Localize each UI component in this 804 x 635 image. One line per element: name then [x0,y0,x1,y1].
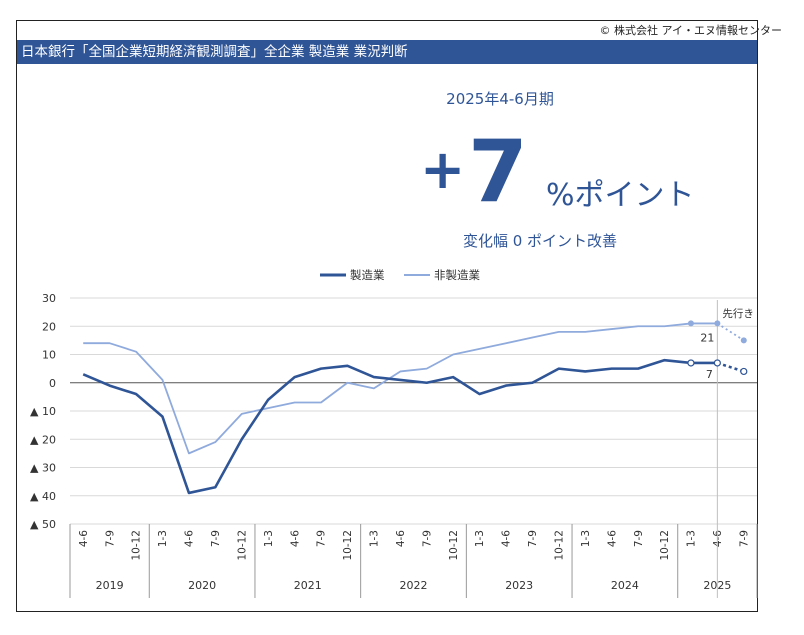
forecast-line [716,322,745,342]
x-tick-label: 7-9 [527,530,539,547]
copyright-text: © 株式会社 アイ・エヌ情報センター [599,24,782,37]
x-tick-label: 10-12 [236,530,248,561]
x-tick-label: 1-3 [580,530,592,547]
year-label: 2020 [188,579,216,592]
x-tick-label: 4-6 [501,530,513,547]
headline-sign: + [420,138,466,201]
x-tick-label: 1-3 [263,530,275,547]
year-label: 2023 [505,579,533,592]
x-tick-label: 10-12 [448,530,460,561]
x-tick-label: 10-12 [131,530,143,561]
data-label: 21 [700,331,714,344]
x-tick-label: 7-9 [316,530,328,547]
year-label: 2021 [294,579,322,592]
headline-change: 変化幅 0 ポイント改善 [462,232,618,250]
y-tick-label: ▲ 50 [30,518,56,531]
x-tick-label: 7-9 [738,530,750,547]
legend-label: 製造業 [350,268,385,282]
y-tick-label: 20 [42,320,56,333]
x-tick-label: 4-6 [78,530,90,547]
chart-title-bar: 日本銀行「全国企業短期経済観測調査」全企業 製造業 業況判断 [17,40,757,64]
forecast-point [740,337,747,344]
x-tick-label: 4-6 [395,530,407,547]
headline-period: 2025年4-6月期 [446,90,554,108]
year-label: 2024 [611,579,639,592]
headline-value: 7 [468,122,528,222]
x-tick-label: 10-12 [659,530,671,561]
x-tick-label: 7-9 [210,530,222,547]
y-tick-label: 30 [42,292,56,305]
series-line-manufacturing [82,358,718,495]
x-tick-label: 1-3 [686,530,698,547]
x-tick-label: 4-6 [184,530,196,547]
x-tick-label: 1-3 [157,530,169,547]
year-label: 2022 [400,579,428,592]
chart-frame [16,20,758,612]
data-point [714,320,721,327]
y-tick-label: ▲ 20 [30,433,56,446]
headline-unit: %ポイント [546,178,695,213]
y-tick-label: ▲ 40 [30,490,56,503]
x-tick-label: 7-9 [104,530,116,547]
data-point [687,320,694,327]
x-tick-label: 7-9 [633,530,645,547]
y-tick-label: ▲ 10 [30,405,56,418]
x-tick-label: 4-6 [606,530,618,547]
forecast-label: 先行き [722,307,754,320]
data-label: 7 [706,368,713,381]
x-tick-label: 10-12 [554,530,566,561]
x-tick-label: 1-3 [474,530,486,547]
forecast-point [740,367,748,376]
series-line-non-manufacturing [83,322,718,455]
forecast-line [716,361,745,373]
x-tick-label: 4-6 [712,530,724,547]
x-tick-label: 7-9 [421,530,433,547]
x-tick-label: 1-3 [369,530,381,547]
y-tick-label: 10 [42,349,56,362]
legend-label: 非製造業 [434,268,480,282]
data-point [713,359,721,367]
x-tick-label: 4-6 [289,530,301,547]
x-tick-label: 10-12 [342,530,354,561]
year-label: 2019 [96,579,124,592]
data-point [687,359,695,367]
y-tick-label: 0 [49,377,56,390]
y-tick-label: ▲ 30 [30,462,56,475]
